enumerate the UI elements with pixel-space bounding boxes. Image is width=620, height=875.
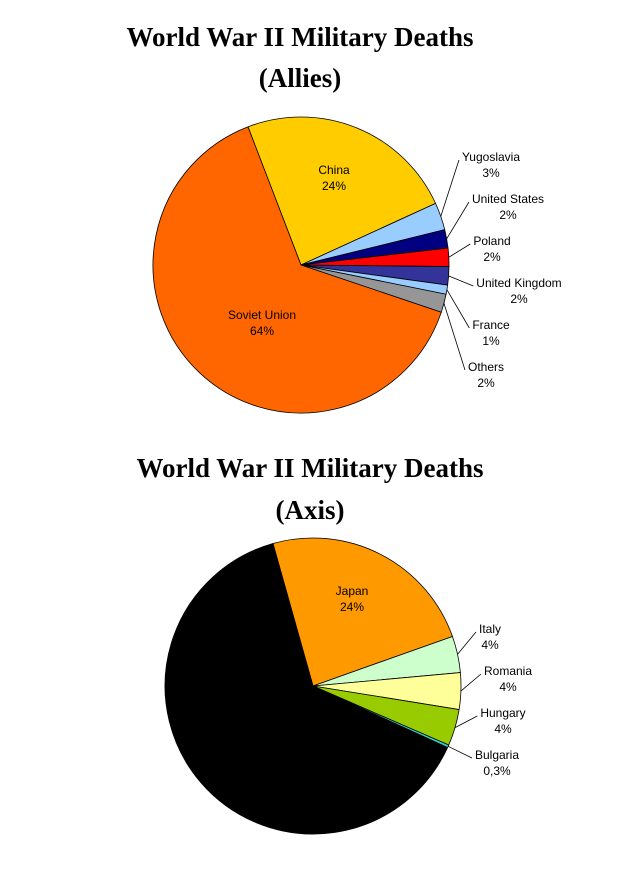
slice-value-label: 4% (481, 638, 499, 652)
slice-value-label: 0,3% (483, 764, 511, 778)
slice-label: Italy (479, 622, 501, 636)
slice-label: United Kingdom (476, 276, 561, 290)
leader-line (457, 631, 477, 655)
chart-subtitle: (Axis) (276, 495, 345, 525)
chart-title: World War II Military Deaths (136, 453, 483, 483)
leader-line (460, 673, 482, 692)
slice-label: United States (472, 192, 544, 206)
slice-label: Yugoslavia (462, 150, 520, 164)
leader-line (440, 159, 460, 217)
slice-value-label: 2% (499, 208, 517, 222)
pie-slice (164, 543, 449, 835)
slice-value-label: 1% (482, 334, 500, 348)
slice-label: Poland (473, 234, 510, 248)
chart-subtitle: (Allies) (259, 63, 341, 93)
leader-line (443, 303, 466, 371)
slice-value-label: 24% (340, 600, 364, 614)
leader-line (446, 289, 470, 329)
slice-value-label: 2% (510, 292, 528, 306)
slice-label: France (472, 318, 510, 332)
slice-value-label: 24% (322, 179, 346, 193)
pie-slice (247, 116, 437, 266)
slice-value-label: 4% (494, 722, 512, 736)
chart-title: World War II Military Deaths (126, 22, 473, 52)
slice-label: Hungary (480, 706, 525, 720)
pie-slice (152, 126, 442, 414)
slice-value-label: 64% (250, 324, 274, 338)
slice-label: Germany (250, 720, 299, 734)
leader-line (447, 745, 473, 759)
leader-line (448, 243, 471, 258)
slice-label: Bulgaria (475, 748, 519, 762)
leader-line (454, 715, 478, 728)
slice-label: Japan (336, 584, 369, 598)
slice-value-label: 64% (263, 736, 287, 750)
slice-value-label: 3% (482, 166, 500, 180)
slice-value-label: 2% (477, 376, 495, 390)
slice-label: Romania (484, 664, 532, 678)
pie-slice (272, 537, 453, 687)
slice-label: China (318, 163, 350, 177)
leader-line (446, 201, 470, 239)
slice-label: Others (468, 360, 504, 374)
leader-line (448, 275, 474, 287)
slice-value-label: 2% (483, 250, 501, 264)
slice-label: Soviet Union (228, 308, 296, 322)
slice-value-label: 4% (499, 680, 517, 694)
